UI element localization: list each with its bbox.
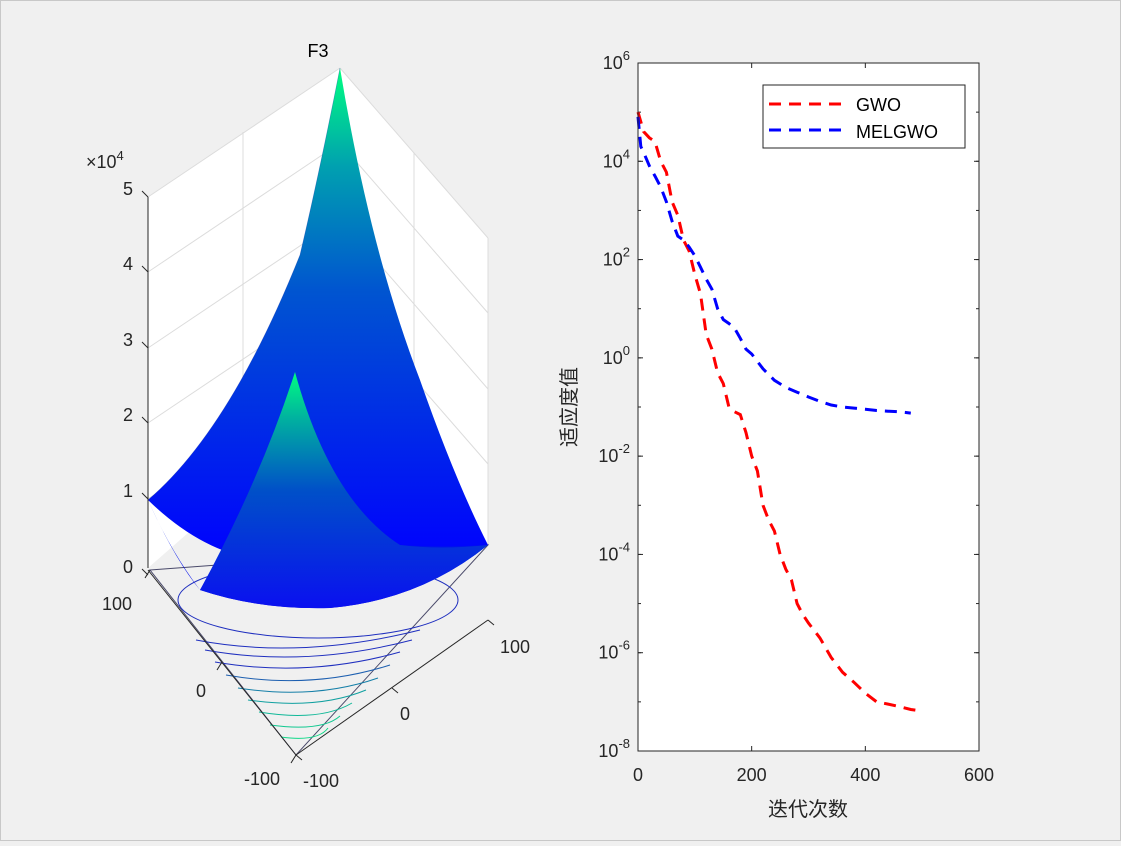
axes-lines bbox=[141, 190, 495, 764]
convergence-chart: 0 200 400 600 10-810-610-410-2100102104106 … bbox=[558, 48, 994, 821]
series-line-gwo bbox=[636, 111, 923, 713]
series-line-melgwo bbox=[636, 116, 911, 415]
x-tick-labels: -100 0 100 bbox=[303, 637, 530, 791]
y-tick-label: 100 bbox=[102, 594, 132, 614]
x-tick-labels: 0 200 400 600 bbox=[633, 765, 994, 785]
x-tick-label: 600 bbox=[964, 765, 994, 785]
z-tick-label: 0 bbox=[123, 557, 133, 577]
y-tick-label: 10-4 bbox=[598, 539, 630, 564]
y-tick-label: 102 bbox=[603, 245, 630, 270]
z-tick-label: 3 bbox=[123, 330, 133, 350]
z-tick-label: 5 bbox=[123, 179, 133, 199]
surface-back bbox=[148, 68, 488, 562]
plot-area bbox=[638, 63, 979, 751]
y-tick-label: 0 bbox=[196, 681, 206, 701]
x-tick-label: 0 bbox=[633, 765, 643, 785]
y-tick-label: 100 bbox=[603, 343, 630, 368]
plot-box bbox=[637, 62, 980, 752]
z-tick-label: 4 bbox=[123, 254, 133, 274]
y-tick-label: 104 bbox=[603, 146, 630, 171]
z-exponent-label: ×104 bbox=[86, 148, 124, 172]
x-tick-label: 400 bbox=[850, 765, 880, 785]
x-tick-label: -100 bbox=[303, 771, 339, 791]
legend-box bbox=[762, 84, 966, 149]
legend-label: MELGWO bbox=[856, 122, 938, 142]
y-tick-label: -100 bbox=[244, 769, 280, 789]
y-tick-label: 106 bbox=[603, 48, 630, 73]
y-axis-label: 适应度值 bbox=[558, 367, 581, 447]
z-tick-labels: 0 1 2 3 4 5 bbox=[123, 179, 133, 577]
x-axis-label: 迭代次数 bbox=[768, 798, 848, 821]
y-tick-label: 10-2 bbox=[598, 441, 630, 466]
z-tick-label: 2 bbox=[123, 405, 133, 425]
x-tick-label: 0 bbox=[400, 704, 410, 724]
surface-plot-f3: F3 ×104 0 1 2 3 4 5 100 0 -100 -100 0 10… bbox=[86, 41, 530, 791]
surface-inner bbox=[200, 372, 488, 609]
legend-label: GWO bbox=[856, 95, 901, 115]
legend[interactable]: GWO MELGWO bbox=[762, 84, 966, 149]
z-tick-label: 1 bbox=[123, 481, 133, 501]
y-tick-labels: 100 0 -100 bbox=[102, 594, 280, 789]
surface-title: F3 bbox=[307, 41, 328, 61]
y-tick-label: 10-8 bbox=[598, 736, 630, 761]
y-tick-labels: 10-8 10-6 10-4 10-2 100 102 104 106 bbox=[598, 48, 630, 761]
y-tick-label: 10-6 bbox=[598, 638, 630, 663]
x-tick-label: 200 bbox=[737, 765, 767, 785]
series-layer bbox=[636, 111, 923, 713]
x-tick-label: 100 bbox=[500, 637, 530, 657]
